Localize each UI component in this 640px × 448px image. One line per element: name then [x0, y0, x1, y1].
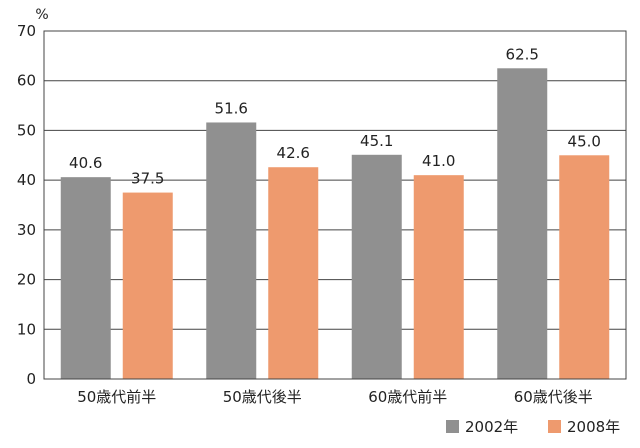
legend: 2002年 2008年: [446, 418, 620, 436]
bars: [60, 68, 610, 380]
data-label: 42.6: [277, 144, 310, 162]
bar: [206, 122, 257, 379]
x-category-label: 60歳代前半: [368, 388, 447, 406]
y-tick-label: 60: [17, 72, 36, 90]
data-labels: 40.6 37.5 51.6 42.6 45.1 41.0 62.5 45.0: [69, 45, 601, 187]
y-tick-label: 70: [17, 22, 36, 40]
legend-label: 2008年: [567, 418, 620, 436]
data-label: 45.1: [360, 132, 393, 150]
y-tick-label: 50: [17, 121, 36, 139]
bar: [559, 155, 610, 379]
y-tick-label: 10: [17, 320, 36, 338]
y-tick-label: 30: [17, 221, 36, 239]
data-label: 51.6: [215, 99, 248, 117]
y-axis-ticks: 0 10 20 30 40 50 60 70: [17, 22, 36, 388]
data-label: 40.6: [69, 154, 102, 172]
x-category-label: 50歳代後半: [223, 388, 302, 406]
data-label: 37.5: [131, 170, 164, 188]
y-axis-unit: %: [35, 7, 48, 23]
x-axis-categories: 50歳代前半 50歳代後半 60歳代前半 60歳代後半: [77, 388, 593, 406]
y-tick-label: 40: [17, 171, 36, 189]
legend-label: 2002年: [465, 418, 518, 436]
bar: [413, 175, 464, 379]
bar: [497, 68, 548, 380]
bar: [60, 177, 111, 379]
data-label: 41.0: [422, 152, 455, 170]
x-category-label: 50歳代前半: [77, 388, 156, 406]
data-label: 62.5: [506, 45, 539, 63]
bar: [268, 167, 319, 379]
legend-swatch: [446, 420, 459, 433]
legend-swatch: [548, 420, 561, 433]
y-tick-label: 20: [17, 271, 36, 289]
data-label: 45.0: [568, 132, 601, 150]
bar: [351, 154, 402, 379]
plot-frame: [43, 30, 627, 380]
bar: [122, 192, 173, 379]
x-category-label: 60歳代後半: [514, 388, 593, 406]
y-tick-label: 0: [26, 370, 36, 388]
